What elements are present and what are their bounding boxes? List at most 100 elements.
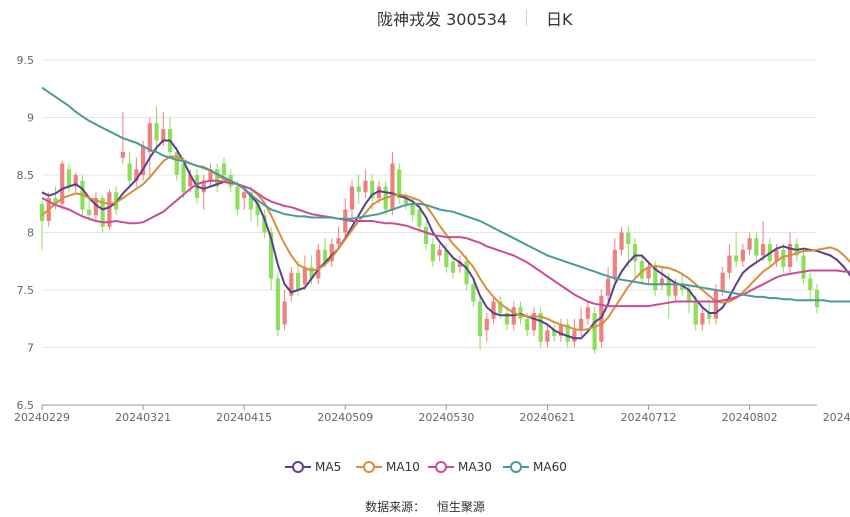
candle-body [659, 278, 665, 285]
candle-body [727, 255, 732, 273]
chart-title-bar: 陇神戎发 300534 日K [0, 6, 850, 30]
candle-body [471, 284, 476, 302]
candle-body [39, 203, 45, 221]
candle-body [316, 249, 321, 279]
candle-body [208, 169, 213, 181]
line-ma60 [41, 86, 850, 303]
y-axis: 6.5 7 7.5 8 8.5 9 9.5 [17, 54, 35, 412]
candle-body [504, 313, 510, 325]
legend-ma60-icon [503, 461, 529, 473]
candle-body [579, 318, 584, 331]
x-tick-label: 20240321 [115, 411, 171, 424]
candle-body [161, 129, 166, 141]
candle-body [107, 192, 112, 227]
legend-item-ma5[interactable]: MA5 [285, 458, 341, 476]
y-tick-label: 6.5 [17, 399, 35, 412]
candle-body [174, 152, 179, 175]
candle-body [740, 249, 745, 262]
candle-body [572, 330, 577, 342]
candle-body [295, 272, 301, 290]
y-tick-label: 9 [27, 112, 34, 125]
grid-lines [42, 59, 817, 406]
candle-body [215, 169, 220, 187]
candle-body [592, 313, 597, 350]
candle-body [713, 290, 719, 319]
candle-body [289, 272, 294, 296]
candle-body [275, 278, 280, 331]
legend-ma5-label: MA5 [315, 460, 342, 474]
candle-body [363, 180, 368, 193]
candle-body [269, 232, 274, 279]
ma-lines [41, 86, 850, 340]
candle-body [343, 209, 348, 233]
candle-body [518, 307, 523, 319]
candle-body [565, 324, 570, 342]
candle-body [100, 198, 105, 227]
x-tick-label: 20240621 [519, 411, 575, 424]
x-tick-label: 20240822 [823, 411, 850, 424]
legend-item-ma60[interactable]: MA60 [503, 458, 567, 476]
candle-body [491, 301, 496, 319]
candle-body [66, 169, 72, 187]
legend-item-ma10[interactable]: MA10 [356, 458, 420, 476]
y-tick-label: 9.5 [17, 54, 35, 67]
x-tick-label: 20240530 [418, 411, 474, 424]
candle-body [154, 123, 159, 141]
candle-body [484, 318, 489, 331]
candle-body [612, 249, 617, 279]
candle-body [754, 238, 759, 256]
x-tick-label: 20240712 [621, 411, 677, 424]
chart-period: 日K [546, 10, 573, 29]
candle-body [605, 278, 611, 296]
x-tick-label: 20240802 [722, 411, 778, 424]
candle-body [134, 169, 139, 181]
candle-body [693, 301, 698, 325]
candle-body [248, 192, 254, 210]
candle-body [814, 290, 820, 308]
candle-body [747, 238, 752, 250]
candle-body [720, 272, 725, 290]
x-axis: 20240229 20240321 20240415 20240509 20240530… [14, 404, 850, 424]
candles [39, 106, 820, 354]
candle-body [322, 249, 328, 262]
data-source: 数据来源： 恒生聚源 [0, 498, 850, 515]
y-tick-label: 8.5 [17, 169, 35, 182]
candle-body [673, 284, 678, 296]
candle-body [585, 307, 590, 319]
y-tick-label: 7.5 [17, 284, 35, 297]
x-tick-label: 20240229 [14, 411, 70, 424]
candle-body [808, 278, 813, 290]
candle-body [87, 209, 92, 216]
candle-body [781, 249, 786, 267]
title-divider [526, 10, 527, 26]
candle-body [127, 163, 132, 181]
source-label: 数据来源： [365, 500, 426, 514]
candle-body [93, 198, 99, 216]
candle-body [329, 244, 334, 262]
legend-item-ma30[interactable]: MA30 [428, 458, 492, 476]
legend-ma10-label: MA10 [386, 460, 420, 474]
candle-body [309, 267, 314, 279]
candle-body [646, 267, 651, 279]
candle-body [376, 186, 382, 198]
candle-body [397, 169, 402, 198]
candle-body [417, 209, 422, 227]
candle-body [700, 313, 705, 325]
candle-body [619, 232, 624, 250]
line-ma5 [41, 139, 850, 340]
candle-body [626, 232, 631, 244]
candle-body [147, 123, 152, 152]
candle-body [450, 261, 456, 273]
candle-body [403, 198, 409, 204]
candle-body [734, 255, 739, 262]
candle-body [558, 324, 564, 336]
candle-body [53, 198, 58, 204]
candle-body [538, 313, 543, 342]
candle-body [410, 203, 415, 216]
candle-body [686, 290, 692, 302]
legend-ma5-icon [285, 461, 311, 473]
line-ma10 [41, 155, 850, 332]
candle-body [707, 313, 712, 319]
legend-ma60-label: MA60 [533, 460, 567, 474]
